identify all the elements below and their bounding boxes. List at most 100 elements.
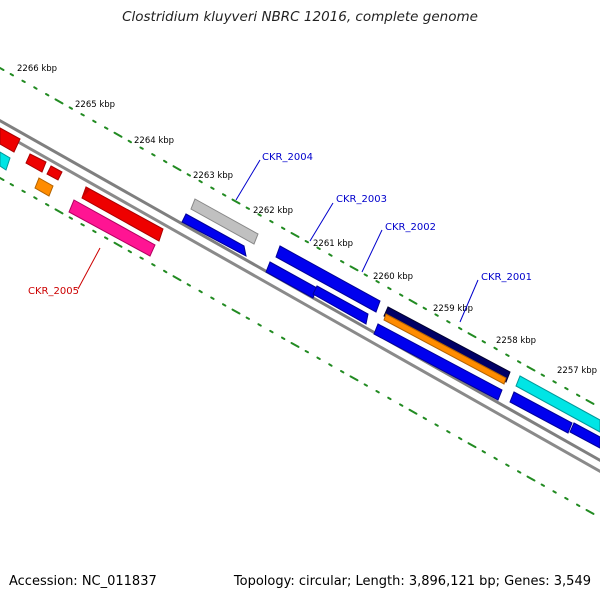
minor-tick [33,86,38,90]
kbp-label: 2260 kbp [373,272,413,282]
gene-feature-blue[interactable] [312,285,369,325]
minor-tick [269,219,274,224]
major-tick [54,98,64,105]
minor-tick [151,153,156,157]
minor-tick [375,280,380,284]
gene-feature-blue[interactable] [265,261,318,299]
minor-tick [304,350,309,354]
major-tick [408,298,418,305]
minor-tick [564,386,569,391]
major-tick [113,131,123,138]
inner-tick-track [0,176,595,515]
major-tick [526,365,536,372]
major-tick [467,332,477,339]
major-tick [172,165,182,172]
gene-feature-orange[interactable] [383,313,507,385]
gene-labels: CKR_2004 CKR_2003 CKR_2002 CKR_2001 CKR_… [28,152,532,297]
gene-feature-red[interactable] [25,153,47,173]
minor-tick [387,286,392,291]
gene-label-ckr-2005[interactable]: CKR_2005 [28,286,79,297]
minor-tick [127,139,132,144]
minor-tick [163,269,168,274]
minor-tick [481,450,486,454]
gene-feature-blue[interactable] [509,391,573,434]
minor-tick [552,490,557,494]
minor-tick [104,126,109,130]
minor-tick [446,320,451,324]
outer-tick-track [0,66,595,405]
gene-feature-orange[interactable] [34,177,54,197]
kbp-label: 2265 kbp [75,100,115,110]
kbp-label: 2259 kbp [433,304,473,314]
minor-tick [245,206,250,210]
minor-tick [517,470,522,474]
minor-tick [493,346,498,351]
gene-feature-blue[interactable] [373,323,503,401]
minor-tick [340,260,345,264]
kbp-label: 2262 kbp [253,206,293,216]
major-tick [0,176,5,181]
kbp-label: 2258 kbp [496,336,536,346]
kbp-label: 2261 kbp [313,239,353,249]
minor-tick [493,456,498,461]
gene-feature-cyan[interactable] [0,151,11,171]
minor-tick [33,196,38,200]
minor-tick [552,380,557,384]
minor-tick [387,396,392,401]
minor-tick [222,193,227,197]
gene-feature-blue[interactable] [181,213,247,257]
gene-feature-cyan[interactable] [515,375,600,433]
minor-tick [576,393,581,397]
minor-tick [139,146,144,150]
major-tick [113,241,123,248]
gene-feature-gray[interactable] [190,198,259,245]
gene-feature-red[interactable] [0,127,21,153]
map-title: Clostridium kluyveri NBRC 12016, complet… [122,9,478,25]
major-tick [349,375,359,382]
minor-tick [45,203,50,207]
major-tick [290,232,300,238]
minor-tick [564,496,569,501]
minor-tick [257,213,262,217]
gene-label-ckr-2004[interactable]: CKR_2004 [262,152,313,163]
genome-summary-text: Topology: circular; Length: 3,896,121 bp… [233,574,591,589]
gene-feature-blue[interactable] [569,422,600,449]
minor-tick [363,383,368,387]
major-tick [231,198,241,205]
gene-feature-red[interactable] [46,165,63,181]
gene-feature-blue[interactable] [275,245,381,313]
gene-label-ckr-2001[interactable]: CKR_2001 [481,272,532,283]
minor-tick [186,173,191,177]
gene-label-ckr-2003[interactable]: CKR_2003 [336,194,387,205]
minor-tick [505,463,510,467]
accession-text: Accession: NC_011837 [9,574,157,589]
kbp-labels: 2266 kbp 2265 kbp 2264 kbp 2263 kbp 2262… [17,64,597,376]
minor-tick [198,289,203,294]
minor-tick [576,503,581,507]
gene-features [0,127,600,449]
minor-tick [163,159,168,164]
minor-tick [68,216,73,220]
minor-tick [222,303,227,307]
minor-tick [422,306,427,311]
minor-tick [80,113,85,117]
minor-tick [316,356,321,360]
major-tick [54,208,64,215]
minor-tick [269,329,274,334]
minor-tick [127,249,132,254]
minor-tick [399,403,404,407]
gene-feature-pink[interactable] [68,199,156,257]
kbp-label: 2266 kbp [17,64,57,74]
minor-tick [198,179,203,184]
major-tick [290,342,300,348]
minor-tick [151,263,156,267]
minor-tick [422,416,427,421]
minor-tick [210,296,215,300]
minor-tick [505,353,510,357]
minor-tick [245,316,250,320]
minor-tick [9,73,14,77]
gene-label-ckr-2002[interactable]: CKR_2002 [385,222,436,233]
minor-tick [281,226,286,230]
minor-tick [68,106,73,110]
